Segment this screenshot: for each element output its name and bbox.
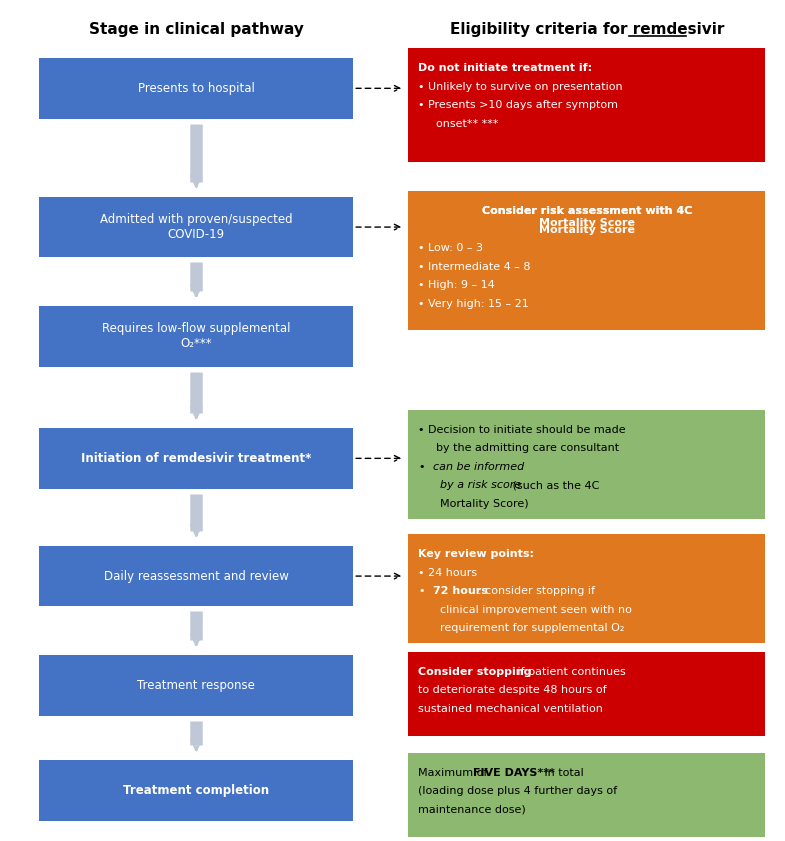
FancyBboxPatch shape bbox=[39, 58, 353, 119]
Text: can be informed: can be informed bbox=[433, 462, 524, 472]
Text: by a risk score: by a risk score bbox=[440, 480, 522, 490]
Text: • Unlikely to survive on presentation: • Unlikely to survive on presentation bbox=[418, 82, 623, 92]
Text: • Low: 0 – 3: • Low: 0 – 3 bbox=[418, 244, 484, 253]
FancyBboxPatch shape bbox=[408, 753, 765, 837]
Text: Mortality Score: Mortality Score bbox=[539, 225, 635, 235]
Text: if patient continues: if patient continues bbox=[514, 667, 626, 677]
Text: •: • bbox=[418, 586, 425, 596]
FancyBboxPatch shape bbox=[408, 534, 765, 643]
Text: Consider risk assessment with 4C: Consider risk assessment with 4C bbox=[482, 207, 692, 216]
FancyBboxPatch shape bbox=[408, 48, 765, 162]
Text: Do not initiate treatment if:: Do not initiate treatment if: bbox=[418, 64, 593, 73]
Text: Maximum of: Maximum of bbox=[418, 768, 491, 778]
Text: Admitted with proven/suspected
COVID-19: Admitted with proven/suspected COVID-19 bbox=[100, 213, 293, 241]
Text: (such as the 4C: (such as the 4C bbox=[509, 480, 599, 490]
Text: clinical improvement seen with no: clinical improvement seen with no bbox=[440, 605, 632, 615]
FancyBboxPatch shape bbox=[39, 428, 353, 489]
FancyBboxPatch shape bbox=[408, 192, 765, 331]
Text: • Intermediate 4 – 8: • Intermediate 4 – 8 bbox=[418, 262, 531, 272]
Text: • 24 hours: • 24 hours bbox=[418, 568, 477, 578]
Text: Mortality Score): Mortality Score) bbox=[440, 499, 529, 509]
Text: maintenance dose): maintenance dose) bbox=[418, 805, 526, 815]
Text: Treatment completion: Treatment completion bbox=[123, 784, 269, 797]
Text: Consider risk assessment with 4C
Mortality Score: Consider risk assessment with 4C Mortali… bbox=[482, 207, 692, 228]
Text: • Presents >10 days after symptom: • Presents >10 days after symptom bbox=[418, 101, 619, 110]
Text: Presents to hospital: Presents to hospital bbox=[138, 82, 254, 95]
Text: requirement for supplemental O₂: requirement for supplemental O₂ bbox=[440, 623, 625, 633]
FancyBboxPatch shape bbox=[39, 306, 353, 367]
Text: FIVE DAYS***: FIVE DAYS*** bbox=[473, 768, 555, 778]
Text: Treatment response: Treatment response bbox=[137, 679, 255, 692]
Text: onset** ***: onset** *** bbox=[436, 119, 498, 129]
Text: sustained mechanical ventilation: sustained mechanical ventilation bbox=[418, 704, 604, 714]
Text: Key review points:: Key review points: bbox=[418, 549, 535, 559]
Text: Consider stopping: Consider stopping bbox=[418, 667, 532, 677]
Text: Initiation of remdesivir treatment*: Initiation of remdesivir treatment* bbox=[81, 452, 312, 465]
Text: • High: 9 – 14: • High: 9 – 14 bbox=[418, 281, 495, 290]
Text: to deteriorate despite 48 hours of: to deteriorate despite 48 hours of bbox=[418, 685, 607, 696]
Text: Stage in clinical pathway: Stage in clinical pathway bbox=[89, 22, 304, 37]
FancyBboxPatch shape bbox=[39, 760, 353, 821]
FancyBboxPatch shape bbox=[39, 655, 353, 716]
Text: • Decision to initiate should be made: • Decision to initiate should be made bbox=[418, 425, 626, 435]
FancyBboxPatch shape bbox=[39, 197, 353, 257]
Text: (loading dose plus 4 further days of: (loading dose plus 4 further days of bbox=[418, 786, 618, 796]
FancyBboxPatch shape bbox=[408, 410, 765, 519]
Text: •: • bbox=[418, 462, 425, 472]
Text: 72 hours: 72 hours bbox=[433, 586, 487, 596]
Text: by the admitting care consultant: by the admitting care consultant bbox=[436, 443, 619, 453]
Text: Requires low-flow supplemental
O₂***: Requires low-flow supplemental O₂*** bbox=[102, 322, 290, 351]
Text: in total: in total bbox=[541, 768, 583, 778]
Text: : consider stopping if: : consider stopping if bbox=[478, 586, 595, 596]
FancyBboxPatch shape bbox=[39, 546, 353, 606]
Text: Daily reassessment and review: Daily reassessment and review bbox=[104, 569, 289, 583]
Text: • Very high: 15 – 21: • Very high: 15 – 21 bbox=[418, 299, 529, 309]
Text: Eligibility criteria for remdesivir: Eligibility criteria for remdesivir bbox=[450, 22, 724, 37]
FancyBboxPatch shape bbox=[408, 652, 765, 736]
